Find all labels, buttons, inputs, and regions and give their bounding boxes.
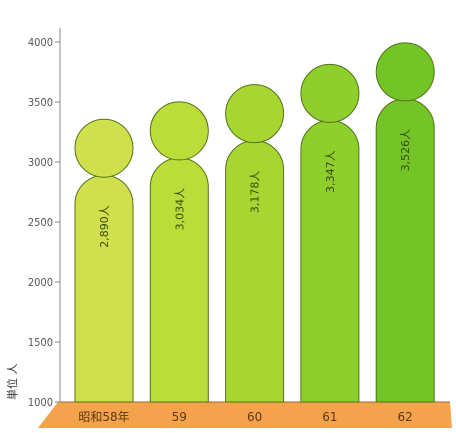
data-label: 3,178人 (249, 171, 262, 214)
x-category-label: 62 (398, 410, 413, 424)
y-axis-unit-label: 単位 人 (5, 364, 19, 401)
bar-head (300, 63, 360, 123)
floor-base (38, 402, 452, 428)
bar-head (149, 101, 209, 161)
bar-head (225, 84, 285, 144)
data-label: 3,526人 (399, 129, 412, 172)
y-tick-label: 3500 (28, 96, 53, 109)
x-category-label: 61 (322, 410, 337, 424)
data-label: 3,034人 (173, 188, 186, 231)
y-tick-label: 1500 (28, 336, 53, 349)
x-category-label: 59 (172, 410, 187, 424)
y-tick-label: 1000 (28, 396, 53, 409)
y-tick-label: 4000 (28, 36, 53, 49)
y-tick-label: 2000 (28, 276, 53, 289)
x-category-label: 60 (247, 410, 262, 424)
bar-head (74, 118, 134, 178)
bar-head (375, 42, 435, 102)
y-tick-label: 2500 (28, 216, 53, 229)
data-label: 2,890人 (98, 205, 111, 248)
x-category-label: 昭和58年 (78, 410, 129, 424)
y-tick-label: 3000 (28, 156, 53, 169)
data-label: 3,347人 (324, 150, 337, 193)
